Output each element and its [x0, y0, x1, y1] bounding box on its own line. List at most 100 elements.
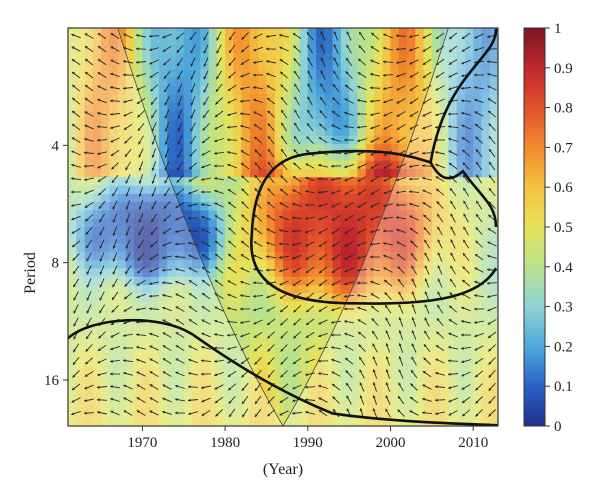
heatmap-cell: [489, 61, 498, 71]
phase-arrow-head: [319, 270, 322, 274]
heatmap-cell: [373, 417, 383, 426]
heatmap-cell: [175, 193, 185, 203]
phase-arrow-head: [85, 361, 89, 365]
heatmap-cell: [109, 152, 119, 162]
phase-arrow: [331, 202, 341, 208]
heatmap-cell: [382, 94, 392, 104]
phase-arrow-head: [84, 191, 88, 195]
heatmap-cell: [167, 343, 177, 352]
heatmap-cell: [150, 86, 160, 95]
phase-arrow: [151, 187, 157, 197]
heatmap-cell: [373, 343, 383, 352]
heatmap-cell: [134, 334, 144, 344]
heatmap-cell: [125, 392, 135, 402]
phase-arrow: [97, 175, 107, 183]
heatmap-cell: [324, 401, 334, 411]
phase-arrow: [190, 122, 196, 132]
heatmap-cell: [134, 276, 144, 286]
heatmap-cell: [84, 193, 94, 203]
phase-arrow: [175, 215, 185, 221]
heatmap-cell: [431, 384, 441, 394]
phase-arrow: [370, 229, 380, 234]
heatmap-cell: [175, 268, 185, 278]
heatmap-cell: [423, 318, 433, 328]
phase-arrow: [241, 214, 249, 222]
phase-arrow-head: [266, 72, 270, 76]
phase-arrow: [369, 242, 381, 246]
heatmap-cell: [249, 334, 259, 344]
heatmap-cell: [291, 28, 301, 37]
heatmap-cell: [415, 293, 425, 303]
phase-arrow: [214, 359, 224, 363]
phase-arrow-head: [190, 102, 194, 106]
heatmap-cell: [481, 334, 491, 344]
phase-arrow: [396, 216, 406, 220]
phase-arrow-head: [98, 335, 102, 339]
heatmap-cell: [117, 343, 127, 352]
phase-arrow-head: [344, 178, 348, 182]
heatmap-cell: [382, 110, 392, 120]
heatmap-cell: [489, 77, 498, 87]
phase-arrow-head: [188, 293, 192, 296]
phase-arrow-head: [240, 137, 244, 141]
heatmap-cell: [109, 392, 119, 402]
heatmap-cell: [473, 384, 483, 394]
heatmap-cell: [299, 334, 309, 344]
phase-arrow-head: [150, 231, 154, 235]
heatmap-cell: [68, 152, 77, 162]
phase-arrow-head: [72, 97, 76, 101]
heatmap-cell: [76, 28, 86, 37]
heatmap-cell: [456, 309, 466, 319]
phase-arrow: [333, 57, 339, 67]
heatmap-cell: [92, 152, 102, 162]
heatmap-cell: [68, 102, 77, 112]
phase-arrow-head: [333, 57, 337, 61]
heatmap-cell: [431, 119, 441, 129]
heatmap-cell: [299, 359, 309, 369]
heatmap-cell: [249, 168, 259, 178]
phase-arrow: [396, 228, 406, 234]
phase-arrow-head: [201, 190, 204, 194]
phase-arrow-head: [188, 229, 191, 233]
heatmap-cell: [84, 102, 94, 112]
phase-arrow: [241, 382, 249, 392]
heatmap-cell: [125, 168, 135, 178]
phase-arrow-head: [110, 397, 114, 401]
heatmap-cell: [142, 152, 152, 162]
phase-arrow: [201, 345, 211, 350]
heatmap-cell: [117, 44, 127, 54]
heatmap-cell: [357, 401, 367, 411]
phase-arrow-head: [201, 319, 205, 323]
heatmap-cell: [357, 218, 367, 228]
heatmap-cell: [365, 409, 375, 419]
heatmap-cell: [365, 309, 375, 319]
phase-arrow-head: [293, 162, 297, 166]
heatmap-cell: [415, 94, 425, 104]
heatmap-cell: [473, 260, 483, 270]
heatmap-cell: [208, 235, 218, 245]
heatmap-cell: [200, 44, 210, 54]
heatmap-cell: [291, 144, 301, 153]
heatmap-cell: [117, 392, 127, 402]
phase-arrow: [189, 148, 197, 158]
heatmap-cell: [266, 235, 276, 245]
heatmap-cell: [216, 367, 226, 377]
heatmap-cell: [456, 351, 466, 361]
phase-arrow: [162, 255, 172, 259]
heatmap-cell: [200, 202, 210, 212]
heatmap-cell: [158, 144, 168, 153]
phase-arrow: [214, 124, 224, 130]
heatmap-cell: [266, 309, 276, 319]
heatmap-cell: [398, 193, 408, 203]
heatmap-cell: [150, 401, 160, 411]
phase-arrow: [188, 254, 198, 260]
phase-arrow-head: [123, 60, 126, 63]
phase-arrow-head: [267, 110, 271, 114]
heatmap-cell: [192, 392, 201, 402]
phase-arrow-head: [305, 410, 309, 414]
phase-arrow: [72, 278, 80, 288]
phase-arrow: [356, 281, 368, 285]
heatmap-cell: [101, 135, 110, 145]
phase-arrow: [83, 411, 95, 415]
heatmap-cell: [481, 251, 491, 261]
